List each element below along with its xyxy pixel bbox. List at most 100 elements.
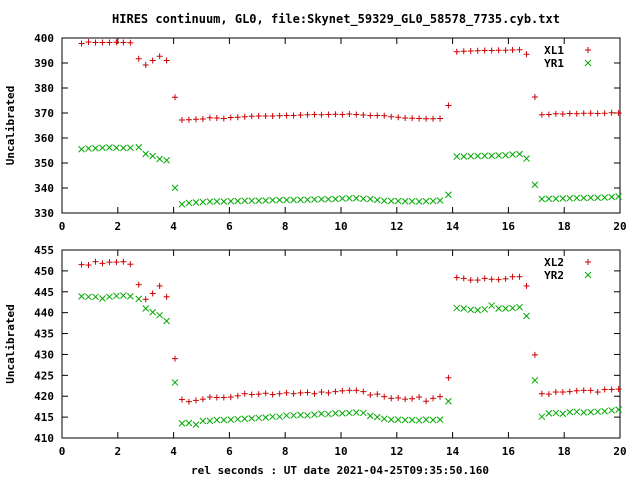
data-point: [262, 113, 269, 119]
data-point: [346, 111, 353, 117]
data-point: [367, 112, 374, 119]
data-point: [142, 305, 150, 312]
data-point: [142, 62, 149, 68]
data-point: [269, 391, 276, 398]
data-point: [580, 194, 588, 202]
y-tick-label: 430: [34, 348, 54, 361]
data-point: [199, 396, 206, 403]
data-point: [366, 412, 374, 420]
legend-label: YR1: [544, 57, 564, 70]
data-point: [395, 114, 402, 121]
top-plot-panel: 330 340 350 360 370 380 390 400 0 2 4 6 8 10 12 14 16 18 2…: [4, 32, 627, 233]
data-point: [608, 193, 615, 201]
data-point: [206, 394, 213, 401]
data-point: [135, 143, 143, 151]
data-point: [192, 116, 199, 123]
data-point: [213, 416, 221, 424]
data-point: [135, 281, 142, 288]
data-point: [380, 415, 388, 423]
data-point: [509, 304, 516, 312]
data-point: [206, 114, 213, 121]
y-tick-label: 445: [34, 286, 54, 299]
data-point: [388, 395, 395, 402]
data-point: [332, 409, 339, 417]
x-tick-label: 14: [446, 445, 460, 458]
data-point: [474, 152, 482, 160]
data-point: [573, 110, 580, 117]
legend-marker: [585, 259, 591, 265]
data-point: [573, 408, 581, 416]
data-point: [545, 111, 552, 118]
data-point: [192, 199, 200, 206]
data-point: [460, 305, 468, 312]
data-point: [502, 47, 509, 54]
data-point: [566, 194, 574, 202]
y-axis-label: Uncalibrated: [4, 86, 17, 165]
y-tick-label: 415: [34, 411, 54, 424]
data-point: [276, 196, 283, 204]
legend-marker: [585, 47, 591, 53]
data-point: [78, 261, 85, 268]
data-point: [545, 391, 552, 398]
data-point: [387, 416, 395, 423]
data-point: [608, 386, 615, 393]
data-point: [106, 144, 113, 151]
data-point: [402, 115, 409, 121]
data-point: [135, 295, 143, 303]
data-point: [367, 391, 374, 398]
series-XL1: [78, 39, 622, 123]
data-point: [290, 196, 297, 204]
data-point: [106, 39, 113, 46]
data-point: [502, 151, 509, 159]
x-tick-label: 14: [446, 220, 460, 233]
data-point: [297, 196, 304, 204]
data-point: [178, 117, 185, 123]
data-point: [127, 39, 134, 46]
data-point: [388, 113, 395, 120]
data-point: [374, 112, 381, 119]
data-point: [423, 398, 430, 405]
x-tick-label: 4: [170, 220, 177, 233]
data-point: [220, 198, 228, 205]
y-tick-label: 390: [34, 57, 54, 70]
data-point: [339, 195, 346, 202]
data-point: [445, 191, 452, 199]
y-tick-label: 420: [34, 390, 54, 403]
data-point: [106, 293, 113, 301]
data-point: [227, 114, 234, 121]
data-point: [430, 395, 437, 402]
x-tick-label: 6: [226, 220, 233, 233]
data-point: [262, 390, 269, 397]
data-point: [509, 47, 516, 53]
data-point: [437, 393, 444, 400]
data-point: [92, 258, 99, 265]
data-point: [269, 196, 276, 204]
data-point: [127, 261, 134, 268]
data-point: [615, 193, 622, 200]
data-point: [156, 155, 164, 163]
data-point: [85, 293, 92, 301]
data-point: [234, 392, 241, 399]
data-point: [488, 152, 496, 160]
data-point: [318, 195, 325, 203]
data-point: [106, 259, 113, 266]
legend-marker: [584, 271, 592, 279]
data-point: [538, 413, 546, 421]
y-tick-label: 425: [34, 369, 54, 382]
data-point: [290, 412, 297, 419]
data-point: [185, 116, 192, 123]
data-point: [481, 305, 489, 313]
data-point: [99, 295, 106, 302]
data-point: [453, 304, 461, 312]
data-point: [601, 194, 609, 201]
data-point: [474, 277, 481, 284]
data-point: [120, 258, 127, 265]
y-tick-label: 400: [34, 32, 54, 45]
data-point: [387, 197, 395, 205]
data-point: [113, 259, 120, 266]
data-point: [325, 195, 332, 203]
y-tick-label: 350: [34, 157, 54, 170]
data-point: [220, 416, 228, 424]
x-tick-label: 20: [613, 445, 626, 458]
data-point: [453, 153, 461, 160]
